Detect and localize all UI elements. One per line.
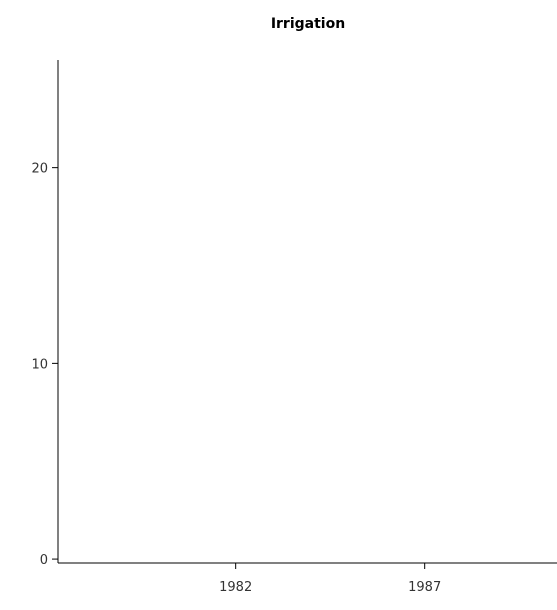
x-tick-label: 1987 <box>408 580 441 595</box>
x-axis-ticks: 1982 1987 <box>219 563 441 595</box>
y-axis-ticks: 0 10 20 <box>31 162 58 568</box>
y-tick-label: 20 <box>31 162 48 177</box>
chart-title: Irrigation <box>271 16 345 32</box>
y-tick-label: 0 <box>40 553 48 568</box>
x-tick-label: 1982 <box>219 580 252 595</box>
y-tick-label: 10 <box>31 357 48 372</box>
